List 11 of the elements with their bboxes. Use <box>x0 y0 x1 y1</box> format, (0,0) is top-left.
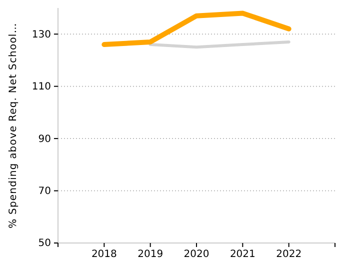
x-tick-label: 2022 <box>276 249 302 260</box>
y-axis-title: % Spending above Req. Net School… <box>8 22 19 228</box>
y-tick-label: 90 <box>38 134 51 145</box>
x-tick-label: 2021 <box>230 249 256 260</box>
x-tick-label: 2018 <box>91 249 117 260</box>
y-tick-label: 50 <box>38 238 51 250</box>
x-tick-label: 2020 <box>184 249 210 260</box>
x-tick-label: 2019 <box>138 249 164 260</box>
y-tick-label: 130 <box>32 29 51 40</box>
y-tick-label: 70 <box>38 186 51 197</box>
y-tick-label: 110 <box>32 82 51 93</box>
